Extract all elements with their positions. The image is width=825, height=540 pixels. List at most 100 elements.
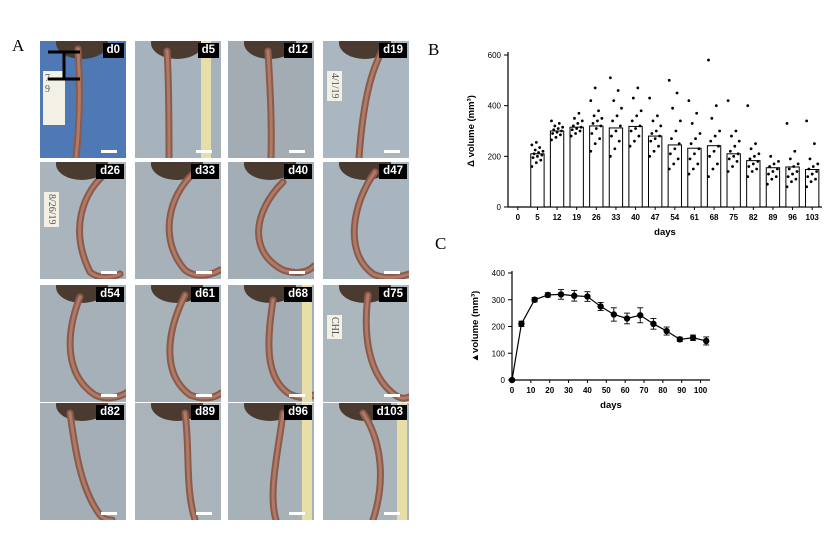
data-point xyxy=(668,152,672,156)
data-point xyxy=(537,151,540,154)
data-point xyxy=(733,144,737,148)
data-point xyxy=(793,149,797,153)
data-point xyxy=(608,76,612,80)
data-point xyxy=(816,162,820,166)
x-tick-label: 100 xyxy=(694,386,708,395)
data-point xyxy=(708,154,712,158)
tail-photo-d54: d54 xyxy=(40,285,126,402)
data-point xyxy=(551,132,555,135)
tail-photo-d5: d5 xyxy=(135,41,221,158)
data-point xyxy=(670,137,673,140)
x-tick-label: 40 xyxy=(583,386,592,395)
data-point xyxy=(616,89,620,92)
tail-illustration xyxy=(244,403,296,520)
data-point xyxy=(707,58,710,62)
data-point xyxy=(749,147,753,151)
bar-day-19 xyxy=(569,126,584,208)
tail-photo-d47: d47 xyxy=(323,162,409,279)
data-point xyxy=(635,114,639,118)
data-point xyxy=(530,165,534,168)
data-point xyxy=(654,129,658,133)
scale-bar xyxy=(289,394,305,397)
data-point xyxy=(806,175,810,179)
data-point xyxy=(677,142,681,146)
data-point xyxy=(569,134,573,138)
data-point xyxy=(813,142,816,146)
data-point xyxy=(591,122,595,125)
data-point xyxy=(678,119,682,123)
day-label: d82 xyxy=(96,405,124,420)
data-point xyxy=(747,165,751,168)
data-point xyxy=(571,124,575,128)
data-point xyxy=(544,291,552,299)
data-point xyxy=(534,141,538,144)
data-point xyxy=(540,153,544,157)
data-point xyxy=(594,127,598,130)
data-point xyxy=(656,114,659,118)
x-tick-label: 33 xyxy=(611,213,620,222)
data-point xyxy=(671,106,674,110)
data-point xyxy=(597,303,604,310)
data-point xyxy=(638,124,642,128)
ruler xyxy=(397,403,407,520)
data-point xyxy=(648,154,652,158)
data-point xyxy=(667,167,671,171)
data-point xyxy=(658,134,662,138)
x-tick-label: 89 xyxy=(768,213,777,222)
y-tick-label: 600 xyxy=(488,51,502,60)
scale-bar xyxy=(384,394,400,397)
data-point xyxy=(732,154,736,158)
data-point xyxy=(715,162,719,166)
panel-c-label: C xyxy=(435,234,447,253)
data-point xyxy=(786,175,790,179)
day-label: d40 xyxy=(284,164,312,179)
data-point xyxy=(610,311,618,318)
data-point xyxy=(788,157,792,161)
tail-illustration xyxy=(56,403,116,520)
tail-photo-d40: d40 xyxy=(228,162,314,279)
bar-day-26 xyxy=(589,125,604,208)
data-point xyxy=(558,133,562,137)
data-point xyxy=(730,134,733,138)
fur-shape xyxy=(151,285,203,303)
panel-b-label: B xyxy=(428,40,440,59)
data-point xyxy=(687,172,691,176)
bar-day-33 xyxy=(608,127,624,208)
y-tick-label: 400 xyxy=(488,102,502,111)
tail-illustration xyxy=(151,162,221,279)
data-point xyxy=(767,172,770,176)
x-tick-label: 20 xyxy=(545,386,554,395)
data-point xyxy=(674,129,678,133)
data-point xyxy=(631,96,635,100)
data-point xyxy=(785,185,789,189)
scale-bar xyxy=(384,512,400,515)
data-point xyxy=(556,127,560,130)
day-label: d103 xyxy=(372,405,407,420)
data-point xyxy=(807,167,811,171)
tail-illustration xyxy=(244,162,314,277)
tail-highlight xyxy=(68,411,114,520)
x-tick-label: 103 xyxy=(806,213,820,222)
day-label: d19 xyxy=(379,43,407,58)
data-point xyxy=(580,119,584,123)
fur-shape xyxy=(151,41,203,59)
data-point xyxy=(629,129,633,133)
handwritten-note: 7 9 xyxy=(43,71,65,125)
data-point xyxy=(599,124,603,128)
data-point xyxy=(772,162,776,166)
data-point xyxy=(663,327,670,335)
tail-highlight xyxy=(266,49,273,158)
fur-shape xyxy=(244,162,296,180)
scale-bar xyxy=(289,271,305,274)
y-tick-label: 200 xyxy=(488,152,502,161)
data-point xyxy=(774,175,778,179)
data-point xyxy=(532,152,536,156)
tail-shape xyxy=(355,45,387,158)
data-point xyxy=(734,129,738,133)
y-tick-label: 200 xyxy=(492,323,506,332)
data-point xyxy=(597,109,600,113)
scale-bar xyxy=(196,512,212,515)
data-point xyxy=(600,116,604,120)
data-point xyxy=(589,99,593,102)
y-tick-label: 0 xyxy=(497,203,502,212)
